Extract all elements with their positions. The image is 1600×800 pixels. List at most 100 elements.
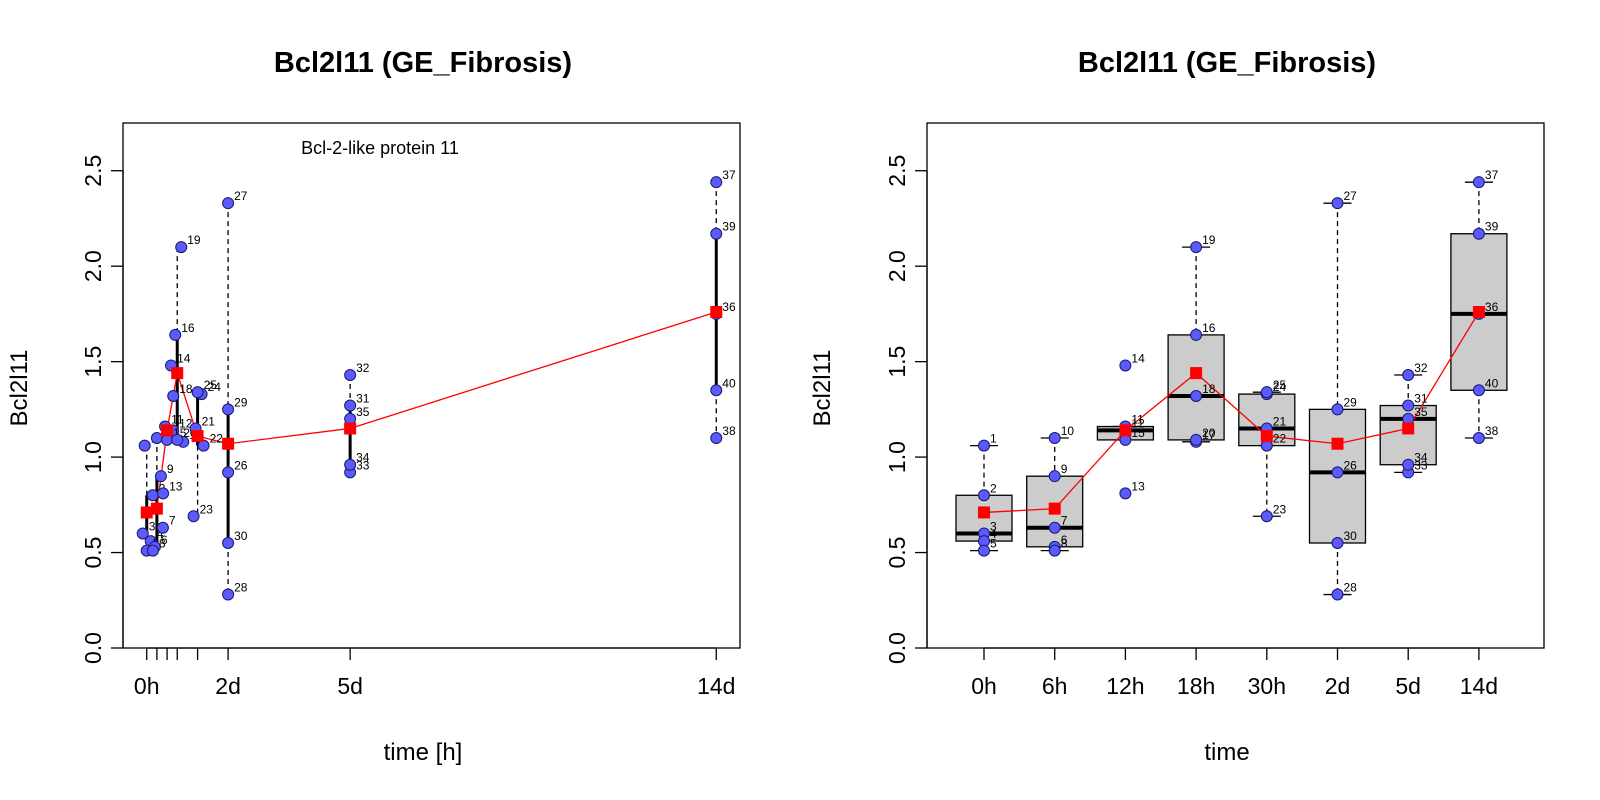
left-panel: Bcl2l11 (GE_Fibrosis) Bcl-2-like protein…: [6, 47, 741, 766]
left-x-axis-label: time [h]: [384, 739, 463, 766]
x-tick-label: 2d: [1325, 673, 1351, 699]
data-point: [1402, 458, 1415, 471]
point-label: 31: [356, 392, 370, 406]
mean-marker: [161, 424, 174, 437]
point-label: 16: [1202, 321, 1216, 335]
point-label: 38: [1485, 424, 1499, 438]
data-point: [1119, 359, 1132, 372]
data-point: [169, 328, 182, 341]
data-point: [191, 386, 204, 399]
data-point: [156, 521, 169, 534]
left-x-axis: 0h 2d 5d 14d: [134, 647, 735, 699]
data-point: [978, 544, 990, 557]
data-point: [978, 439, 990, 452]
data-point: [344, 369, 357, 381]
point-label: 3: [990, 519, 997, 533]
point-label: 8: [1061, 537, 1068, 551]
data-point: [150, 432, 163, 444]
point-label: 35: [1414, 405, 1428, 419]
left-subtitle: Bcl-2-like protein 11: [301, 138, 459, 158]
point-label: 38: [722, 424, 736, 438]
mean-marker: [1402, 422, 1415, 435]
y-tick-label: 1.5: [884, 346, 910, 378]
data-point: [1260, 510, 1273, 523]
point-label: 8: [159, 537, 166, 551]
data-point: [1331, 403, 1344, 416]
data-point: [222, 403, 235, 416]
point-label: 33: [356, 458, 370, 472]
mean-marker: [1260, 430, 1273, 443]
mean-marker: [344, 422, 357, 435]
data-point: [222, 466, 235, 479]
mean-marker: [150, 502, 163, 515]
point-label: 6: [1061, 533, 1068, 547]
point-label: 22: [210, 432, 224, 446]
data-point: [1402, 369, 1415, 381]
data-point: [1048, 432, 1061, 444]
point-label: 19: [187, 233, 201, 247]
point-label: 20: [1202, 426, 1216, 440]
right-title: Bcl2l11 (GE_Fibrosis): [1078, 47, 1376, 79]
box: [1167, 334, 1225, 441]
data-point: [167, 390, 180, 402]
point-label: 6: [161, 533, 168, 547]
data-point: [1472, 432, 1485, 444]
point-label: 35: [356, 405, 370, 419]
y-tick-label: 0.5: [884, 537, 910, 569]
x-tick-label: 2d: [215, 673, 241, 699]
left-title: Bcl2l11 (GE_Fibrosis): [274, 47, 572, 79]
x-tick-label: 14d: [1460, 673, 1498, 699]
x-tick-label: 12h: [1106, 673, 1144, 699]
y-tick-label: 2.5: [884, 155, 910, 187]
x-tick-label: 0h: [134, 673, 160, 699]
point-label: 34: [356, 451, 370, 465]
point-label: 18: [179, 382, 193, 396]
x-tick-label: 0h: [971, 673, 997, 699]
point-label: 3: [149, 519, 156, 533]
point-label: 25: [1273, 378, 1287, 392]
point-label: 40: [1485, 376, 1499, 390]
data-point: [710, 227, 723, 240]
data-point: [187, 510, 200, 523]
data-point: [1119, 487, 1132, 500]
mean-marker: [1048, 502, 1061, 515]
point-label: 37: [722, 168, 736, 182]
data-point: [1048, 470, 1061, 483]
mean-marker: [222, 437, 235, 450]
mean-marker: [710, 306, 723, 318]
point-label: 2: [990, 481, 997, 495]
point-label: 22: [1273, 432, 1287, 446]
point-label: 9: [167, 462, 174, 476]
point-label: 10: [1061, 424, 1075, 438]
point-label: 36: [722, 300, 736, 314]
mean-marker: [171, 367, 184, 380]
point-label: 11: [171, 413, 184, 427]
data-point: [136, 527, 149, 540]
point-label: 15: [1131, 426, 1145, 440]
data-point: [1331, 197, 1344, 210]
point-label: 16: [181, 321, 195, 335]
data-point: [146, 489, 159, 502]
mean-marker: [191, 430, 204, 443]
point-label: 28: [234, 581, 248, 595]
data-point: [1472, 176, 1485, 189]
data-point: [1472, 384, 1485, 397]
data-point: [222, 537, 235, 549]
point-label: 14: [1131, 351, 1145, 365]
data-point: [710, 176, 723, 189]
point-label: 13: [169, 479, 183, 493]
point-label: 7: [1061, 514, 1068, 528]
x-tick-label: 5d: [337, 673, 363, 699]
point-label: 9: [1061, 462, 1068, 476]
data-point: [1190, 328, 1203, 341]
y-tick-label: 0.5: [80, 537, 106, 569]
data-point: [1331, 537, 1344, 549]
left-y-axis: 0.0 0.5 1.0 1.5 2.0 2.5: [80, 155, 124, 664]
data-point: [710, 432, 723, 444]
x-tick-label: 30h: [1248, 673, 1286, 699]
mean-marker: [1472, 306, 1485, 318]
data-point: [978, 489, 990, 502]
point-label: 34: [1414, 451, 1428, 465]
mean-marker: [1190, 367, 1203, 380]
